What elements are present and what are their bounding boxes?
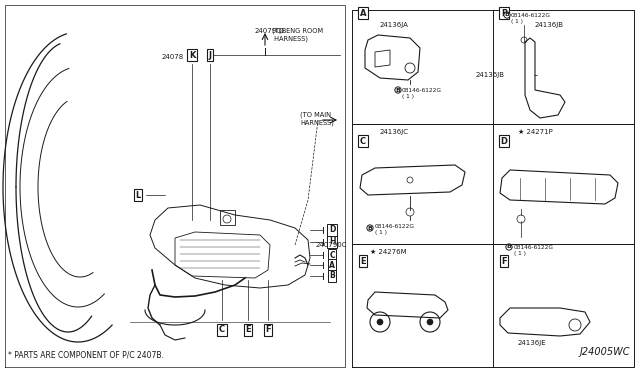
Text: H: H <box>329 237 335 247</box>
Text: B: B <box>329 272 335 280</box>
Text: B: B <box>507 244 511 250</box>
Circle shape <box>427 319 433 325</box>
Text: J24005WC: J24005WC <box>579 347 630 357</box>
Text: B: B <box>396 87 401 93</box>
Text: E: E <box>245 326 251 334</box>
Text: (TO ENG ROOM
 HARNESS): (TO ENG ROOM HARNESS) <box>272 28 323 42</box>
Circle shape <box>377 319 383 325</box>
Text: 08146-6122G
( 1 ): 08146-6122G ( 1 ) <box>511 13 551 24</box>
Text: B: B <box>504 13 509 17</box>
Text: 24136JB: 24136JB <box>476 72 505 78</box>
Text: D: D <box>329 225 335 234</box>
Text: (TO MAIN
HARNESS): (TO MAIN HARNESS) <box>300 112 334 126</box>
Text: C: C <box>329 250 335 260</box>
Text: 08146-6122G
( 1 ): 08146-6122G ( 1 ) <box>375 224 415 235</box>
Text: ★ 24276M: ★ 24276M <box>370 249 406 255</box>
Text: 24136JA: 24136JA <box>380 22 409 28</box>
Text: A: A <box>360 9 366 17</box>
Text: 24136JC: 24136JC <box>380 129 409 135</box>
Text: B: B <box>367 225 372 231</box>
Text: 24079QB: 24079QB <box>255 28 287 34</box>
Text: 24136JE: 24136JE <box>518 340 547 346</box>
Text: F: F <box>501 257 507 266</box>
Text: B: B <box>501 9 507 17</box>
Text: J: J <box>209 51 211 60</box>
Text: 08146-6122G
( 1 ): 08146-6122G ( 1 ) <box>514 245 554 256</box>
Text: 240790C: 240790C <box>316 242 348 248</box>
Text: C: C <box>219 326 225 334</box>
Text: * PARTS ARE COMPONENT OF P/C 2407B.: * PARTS ARE COMPONENT OF P/C 2407B. <box>8 350 164 359</box>
Text: F: F <box>265 326 271 334</box>
Text: E: E <box>360 257 366 266</box>
Text: 24078: 24078 <box>162 54 184 60</box>
Text: C: C <box>360 137 366 145</box>
Text: 24136JB: 24136JB <box>535 22 564 28</box>
Text: L: L <box>136 190 141 199</box>
Text: ★ 24271P: ★ 24271P <box>518 129 553 135</box>
Text: K: K <box>189 51 195 60</box>
Text: D: D <box>500 137 508 145</box>
Text: 08146-6122G
( 1 ): 08146-6122G ( 1 ) <box>402 88 442 99</box>
Text: A: A <box>329 260 335 269</box>
